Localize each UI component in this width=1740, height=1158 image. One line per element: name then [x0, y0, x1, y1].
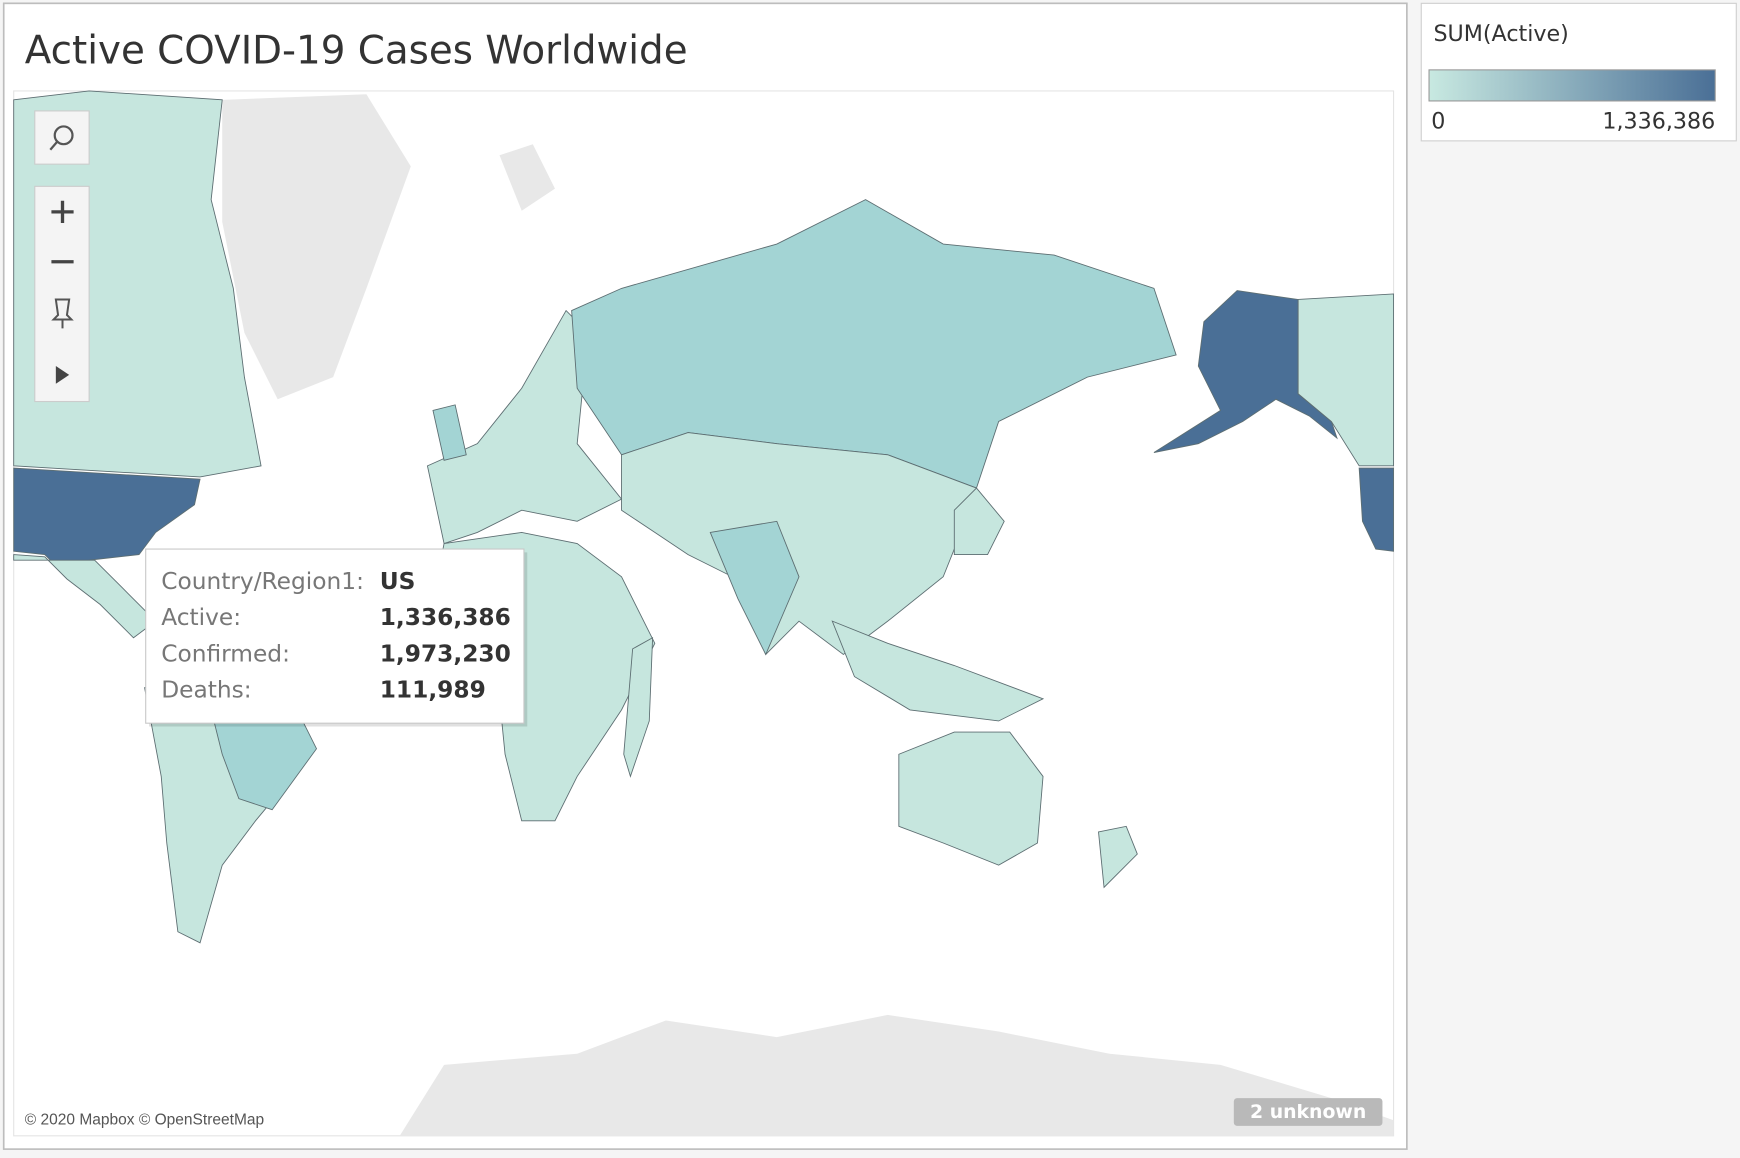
greenland — [222, 94, 411, 400]
search-icon-handle — [49, 141, 58, 151]
southeast-asia[interactable] — [831, 620, 1045, 722]
expand-toolbar[interactable] — [55, 366, 70, 384]
legend-min-label: 0 — [1431, 109, 1445, 135]
search-button[interactable] — [34, 110, 90, 165]
tooltip-value: 1,973,230 — [380, 640, 511, 667]
tooltip-label: Country/Region1: — [161, 568, 364, 595]
legend-title: SUM(Active) — [1433, 21, 1568, 47]
europe[interactable] — [426, 309, 623, 545]
legend-max-label: 1,336,386 — [1602, 109, 1715, 135]
united-states[interactable] — [13, 467, 201, 578]
unknown-badge[interactable] — [1233, 1098, 1383, 1126]
svalbard — [499, 144, 555, 211]
tooltip-value: US — [380, 568, 416, 595]
legend: SUM(Active) 0 1,336,386 — [1420, 2, 1737, 142]
canada-east[interactable] — [1297, 293, 1394, 467]
unknown-badge-label[interactable]: 2 unknown — [1250, 1102, 1366, 1123]
tooltip-label: Active: — [161, 604, 241, 631]
tooltip-value: 111,989 — [380, 677, 486, 704]
tooltip-label: Deaths: — [161, 677, 251, 704]
color-ramp — [1428, 69, 1716, 102]
india[interactable] — [709, 520, 800, 656]
attribution: © 2020 Mapbox © OpenStreetMap — [25, 1111, 264, 1128]
new-zealand[interactable] — [1098, 825, 1138, 889]
madagascar[interactable] — [623, 637, 654, 778]
search-icon — [53, 125, 74, 146]
mexico-central-america[interactable] — [13, 554, 157, 639]
map-toolbar — [34, 110, 90, 403]
united-states-east[interactable] — [1358, 467, 1394, 552]
tooltip-box — [145, 548, 525, 724]
tooltip-label: Confirmed: — [161, 640, 290, 667]
tooltip: Country/Region1: US Active: 1,336,386 Confir… — [145, 548, 528, 727]
australia[interactable] — [898, 731, 1044, 866]
antarctica — [399, 1014, 1394, 1136]
zoom-in[interactable] — [51, 200, 74, 223]
title: Active COVID-19 Cases Worldwide — [25, 29, 688, 74]
pin-map[interactable] — [51, 298, 74, 329]
japan-korea[interactable] — [953, 487, 1005, 556]
tooltip-value: 1,336,386 — [380, 604, 511, 631]
united-kingdom[interactable] — [432, 404, 467, 461]
